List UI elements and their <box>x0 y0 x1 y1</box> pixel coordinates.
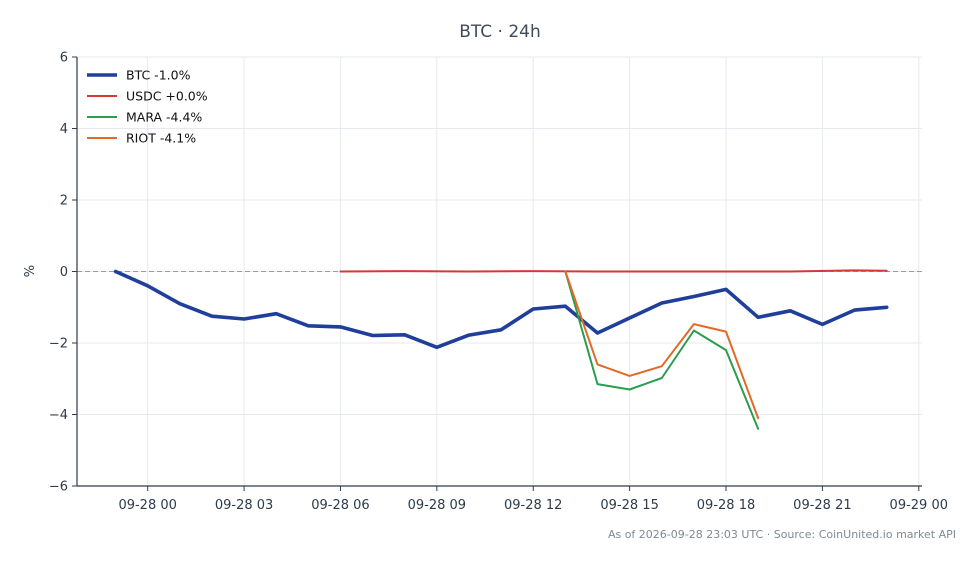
x-tick-label: 09-28 12 <box>504 498 562 513</box>
x-tick-label: 09-28 06 <box>311 498 369 513</box>
y-axis-label: % <box>23 265 38 277</box>
legend: BTC -1.0% USDC +0.0% MARA -4.4% RIOT -4.1% <box>87 68 208 146</box>
y-tick-label: −2 <box>49 337 68 352</box>
y-axis-ticks: −6 −4 −2 0 2 4 6 <box>49 51 77 495</box>
x-tick-label: 09-28 00 <box>118 498 176 513</box>
legend-label-riot: RIOT -4.1% <box>126 131 196 146</box>
y-tick-label: 2 <box>60 194 68 209</box>
y-tick-label: −4 <box>49 408 68 423</box>
x-tick-label: 09-28 03 <box>215 498 273 513</box>
x-tick-label: 09-28 15 <box>600 498 658 513</box>
x-tick-label: 09-28 09 <box>408 498 466 513</box>
source-footer: As of 2026-09-28 23:03 UTC · Source: Coi… <box>608 528 956 541</box>
series-line-btc <box>113 269 889 350</box>
y-tick-label: 6 <box>60 51 68 66</box>
x-tick-label: 09-29 00 <box>890 498 948 513</box>
chart-title: BTC · 24h <box>459 22 541 42</box>
y-tick-label: 0 <box>60 265 68 280</box>
series-lines <box>113 269 889 430</box>
x-tick-label: 09-28 21 <box>793 498 851 513</box>
legend-label-btc: BTC -1.0% <box>126 68 191 83</box>
legend-label-usdc: USDC +0.0% <box>126 89 208 104</box>
y-tick-label: −6 <box>49 480 68 495</box>
series-line-riot <box>564 270 760 420</box>
x-tick-label: 09-28 18 <box>697 498 755 513</box>
series-line-usdc <box>339 269 888 273</box>
series-line-mara <box>564 270 760 430</box>
x-axis-ticks: 09-28 00 09-28 03 09-28 06 09-28 09 09-28 12… <box>118 486 948 513</box>
y-tick-label: 4 <box>60 122 68 137</box>
legend-label-mara: MARA -4.4% <box>126 110 202 125</box>
